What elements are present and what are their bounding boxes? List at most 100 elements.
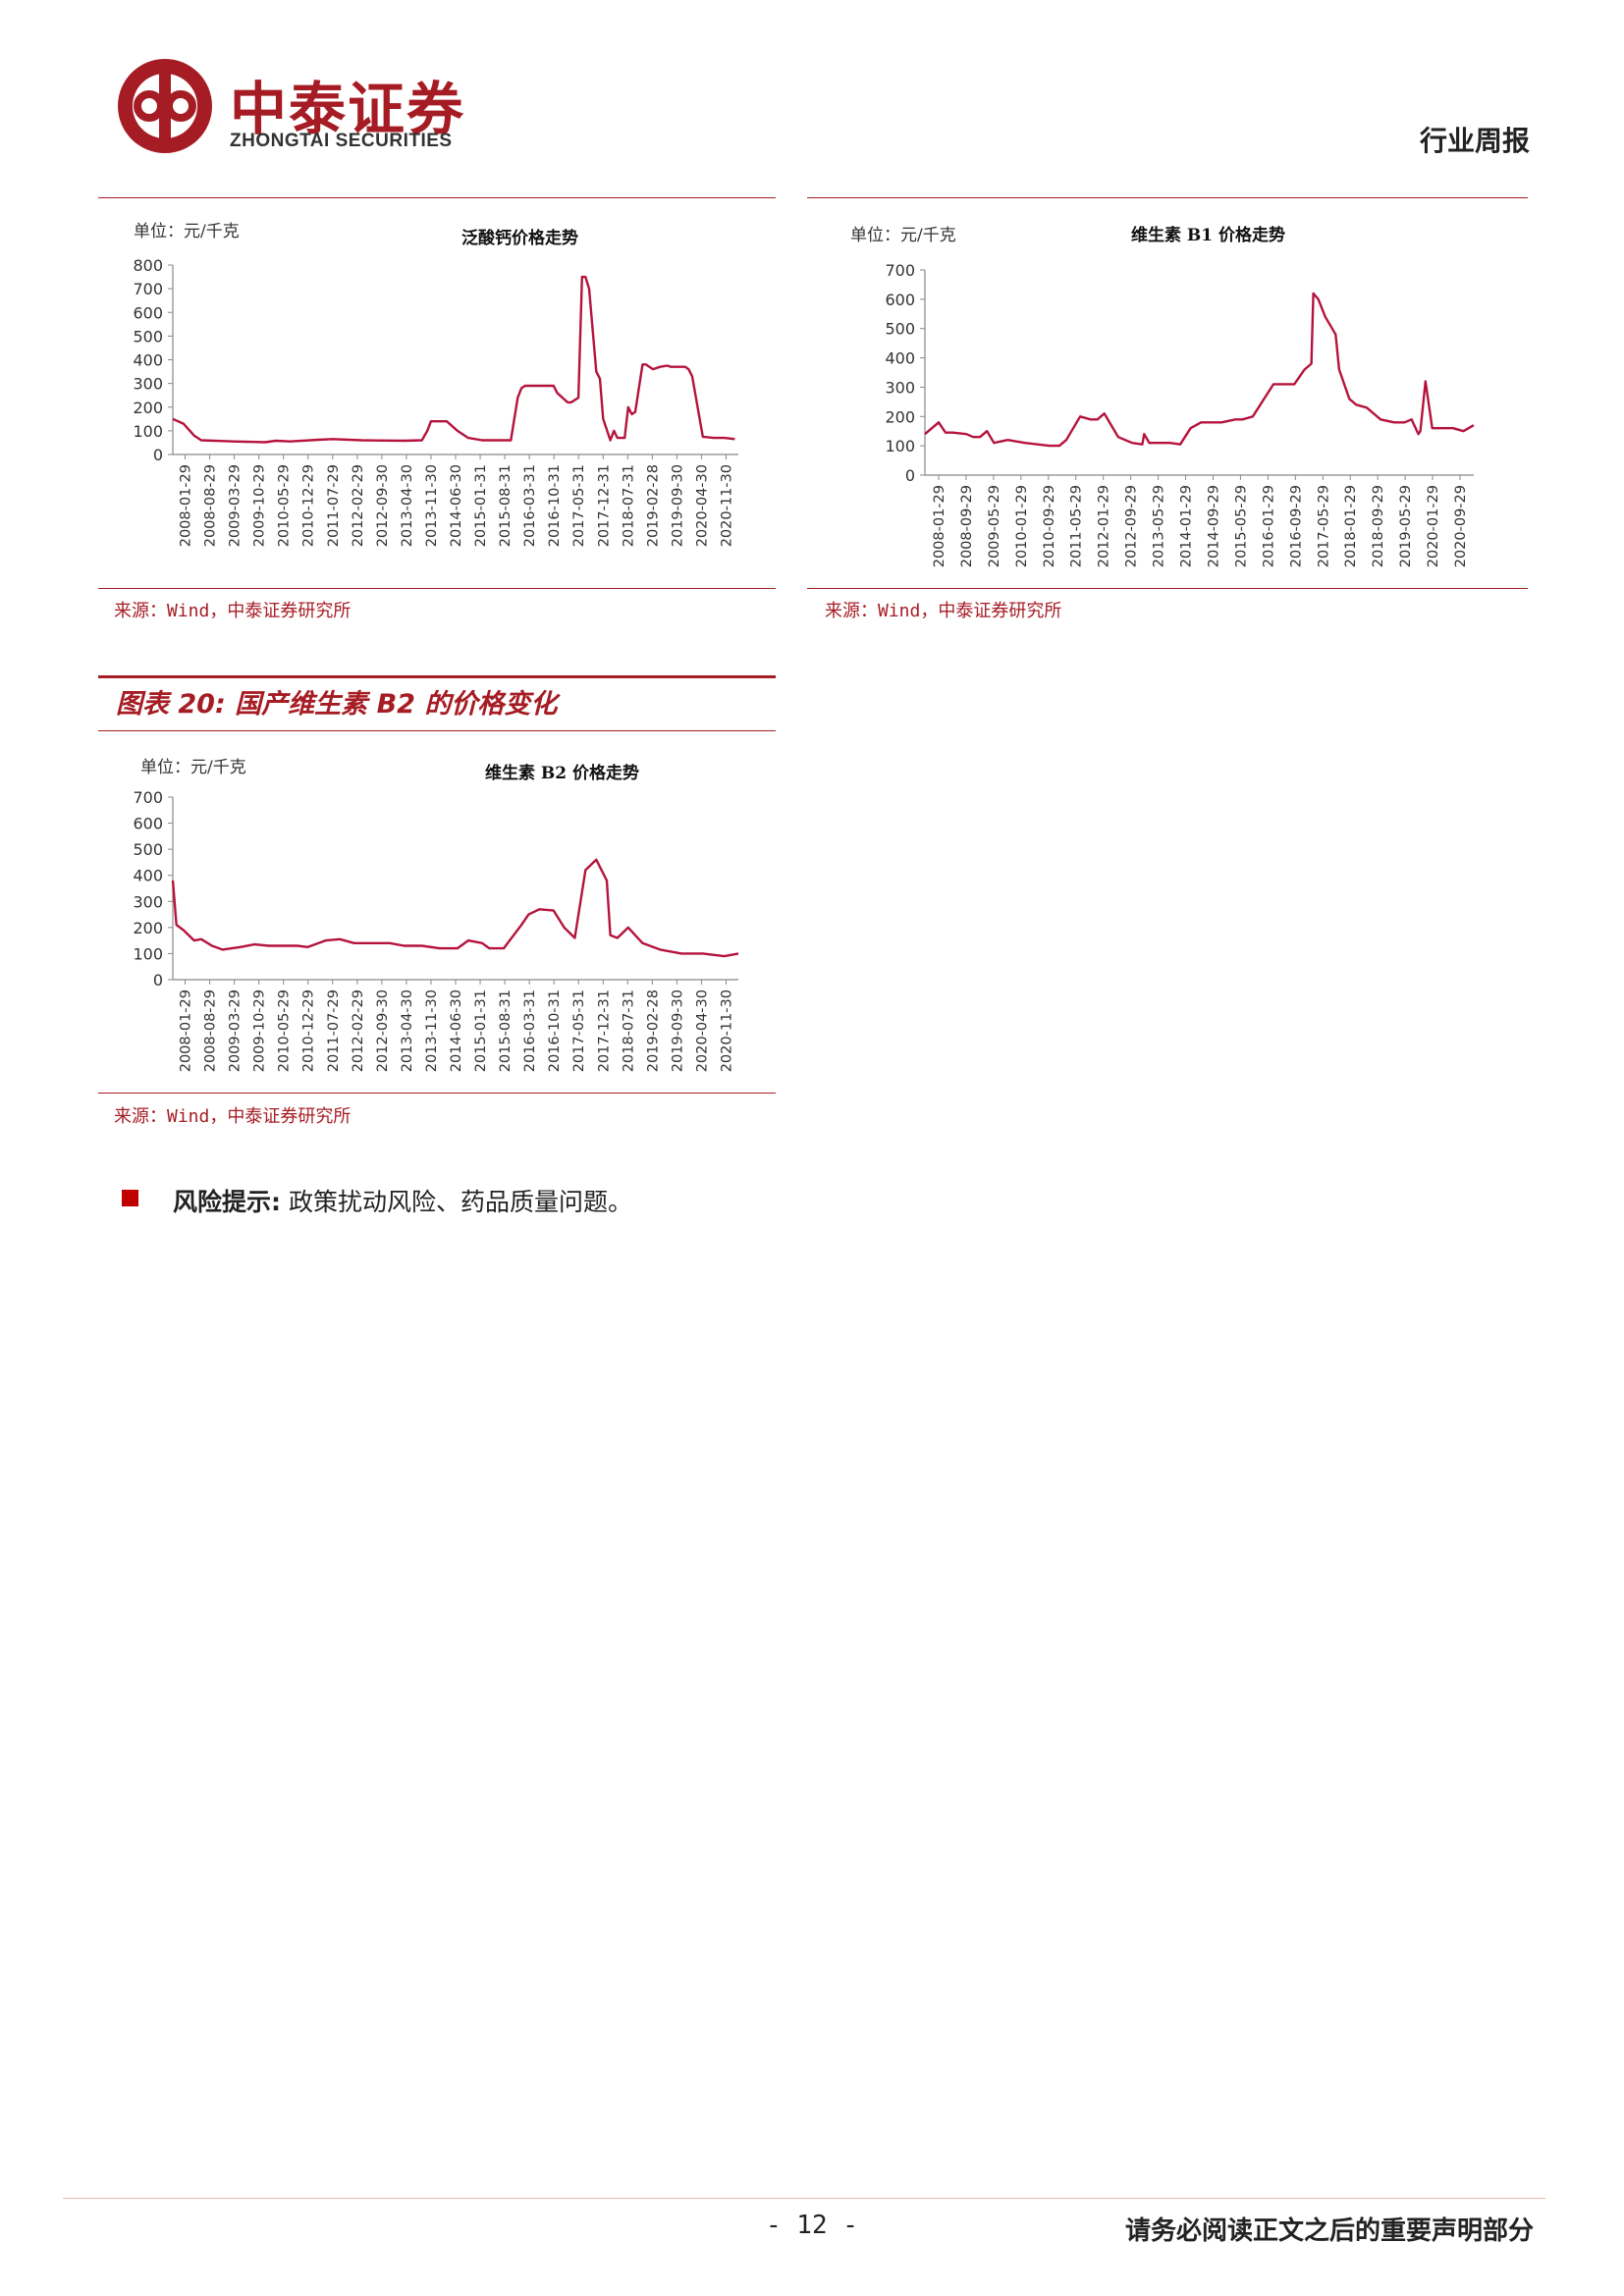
chart3-unit: 单位：元/千克 (140, 758, 246, 777)
chart1-title: 泛酸钙价格走势 (461, 229, 578, 248)
x-tick-label: 2018-07-31 (621, 464, 636, 547)
x-tick-label: 2011-05-29 (1069, 485, 1085, 567)
y-tick-label: 800 (133, 256, 163, 275)
x-tick-label: 2008-08-29 (203, 464, 219, 547)
x-tick-label: 2012-02-29 (351, 989, 366, 1072)
x-tick-label: 2016-03-31 (522, 989, 538, 1072)
x-tick-label: 2011-07-29 (326, 464, 342, 547)
y-tick-label: 600 (133, 815, 163, 833)
y-tick-label: 300 (885, 378, 915, 397)
x-tick-label: 2010-12-29 (301, 989, 317, 1072)
x-tick-label: 2010-12-29 (301, 464, 317, 547)
logo-cn: 中泰证券 (230, 76, 466, 142)
x-tick-label: 2015-01-31 (473, 464, 489, 547)
x-tick-label: 2016-09-29 (1288, 485, 1304, 567)
figure-title: 图表 20: 国产维生素 B2 的价格变化 (116, 689, 558, 720)
x-tick-label: 2014-06-30 (449, 464, 464, 547)
x-tick-label: 2009-10-29 (252, 989, 268, 1072)
x-tick-label: 2020-09-29 (1453, 485, 1469, 567)
x-tick-label: 2011-07-29 (326, 989, 342, 1072)
risk-label: 风险提示: (173, 1188, 281, 1216)
series-line (172, 275, 735, 444)
chart1-svg: 0 100 200 300 400 500 600 700 800 2008-01-29 2008-… (133, 256, 738, 547)
x-tick-label: 2019-05-29 (1398, 485, 1414, 567)
y-tick-label: 200 (885, 407, 915, 426)
chart1-bottom-rule (98, 588, 776, 589)
x-tick-label: 2008-08-29 (203, 989, 219, 1072)
chart1-source: 来源：Wind，中泰证券研究所 (114, 601, 352, 621)
page-number: - 12 - (766, 2211, 858, 2240)
x-tick-label: 2013-04-30 (400, 989, 415, 1072)
x-tick-label: 2018-09-29 (1371, 485, 1386, 567)
x-tick-label: 2017-05-29 (1316, 485, 1331, 567)
y-tick-label: 700 (885, 261, 915, 280)
series-line (171, 858, 739, 958)
logo-mark-icon (118, 59, 212, 153)
chart3-bottom-rule (98, 1093, 776, 1094)
x-tick-label: 2013-11-30 (424, 989, 440, 1072)
x-tick-label: 2019-02-28 (645, 989, 661, 1072)
y-tick-label: 100 (133, 944, 163, 963)
x-tick-label: 2008-01-29 (932, 485, 947, 567)
figure-title-bottom-rule (98, 730, 776, 731)
x-tick-label: 2016-03-31 (522, 464, 538, 547)
x-tick-label: 2012-09-29 (1124, 485, 1140, 567)
x-tick-label: 2010-09-29 (1042, 485, 1057, 567)
y-tick-label: 700 (133, 788, 163, 807)
y-tick-label: 100 (885, 437, 915, 455)
y-tick-label: 500 (885, 320, 915, 339)
y-tick-label: 500 (133, 840, 163, 859)
x-tick-label: 2010-05-29 (277, 464, 293, 547)
x-tick-label: 2012-01-29 (1097, 485, 1112, 567)
logo-en: ZHONGTAI SECURITIES (230, 131, 453, 151)
y-tick-label: 300 (133, 892, 163, 911)
x-tick-label: 2019-02-28 (645, 464, 661, 547)
x-tick-label: 2009-03-29 (228, 989, 244, 1072)
x-tick-label: 2012-09-30 (375, 464, 391, 547)
chart2-bottom-rule (807, 588, 1528, 589)
y-tick-label: 0 (153, 446, 163, 464)
x-tick-label: 2017-12-31 (596, 989, 612, 1072)
x-tick-label: 2015-05-29 (1233, 485, 1249, 567)
y-tick-label: 200 (133, 399, 163, 417)
x-tick-label: 2012-02-29 (351, 464, 366, 547)
x-tick-label: 2013-04-30 (400, 464, 415, 547)
x-tick-label: 2016-01-29 (1261, 485, 1276, 567)
x-tick-label: 2018-07-31 (621, 989, 636, 1072)
y-tick-label: 100 (133, 422, 163, 441)
x-tick-label: 2013-11-30 (424, 464, 440, 547)
footer-rule (63, 2198, 1545, 2199)
chart1-top-rule (98, 197, 776, 198)
chart2-top-rule (807, 197, 1528, 198)
x-tick-label: 2010-05-29 (277, 989, 293, 1072)
y-tick-label: 700 (133, 280, 163, 298)
y-tick-label: 400 (133, 351, 163, 370)
risk-bullet-icon (122, 1190, 138, 1206)
x-tick-label: 2015-08-31 (498, 989, 514, 1072)
x-tick-label: 2015-01-31 (473, 989, 489, 1072)
risk-statement: 风险提示: 政策扰动风险、药品质量问题。 (173, 1183, 632, 1218)
x-tick-label: 2012-09-30 (375, 989, 391, 1072)
x-tick-label: 2010-01-29 (1014, 485, 1030, 567)
y-tick-label: 400 (133, 867, 163, 885)
x-tick-label: 2009-03-29 (228, 464, 244, 547)
company-logo: 中泰证券 ZHONGTAI SECURITIES (116, 57, 489, 165)
x-tick-label: 2013-05-29 (1152, 485, 1167, 567)
report-type: 行业周报 (1419, 125, 1530, 157)
x-tick-label: 2008-01-29 (179, 989, 194, 1072)
chart2-svg: 0 100 200 300 400 500 600 700 2008-01-29 2008-09-… (885, 261, 1475, 567)
chart2-unit: 单位：元/千克 (850, 226, 956, 245)
y-tick-label: 0 (905, 466, 915, 485)
series-line (924, 292, 1475, 448)
chart3-source: 来源：Wind，中泰证券研究所 (114, 1106, 352, 1127)
chart1-unit: 单位：元/千克 (134, 222, 240, 241)
y-tick-label: 600 (885, 291, 915, 309)
y-tick-label: 0 (153, 971, 163, 989)
x-tick-label: 2016-10-31 (547, 464, 563, 547)
x-tick-label: 2009-05-29 (987, 485, 1002, 567)
x-tick-label: 2008-09-29 (959, 485, 975, 567)
footer-disclaimer: 请务必阅读正文之后的重要声明部分 (1124, 2216, 1534, 2246)
x-tick-label: 2017-05-31 (571, 464, 587, 547)
x-tick-label: 2020-04-30 (694, 989, 710, 1072)
x-tick-label: 2020-01-29 (1426, 485, 1441, 567)
